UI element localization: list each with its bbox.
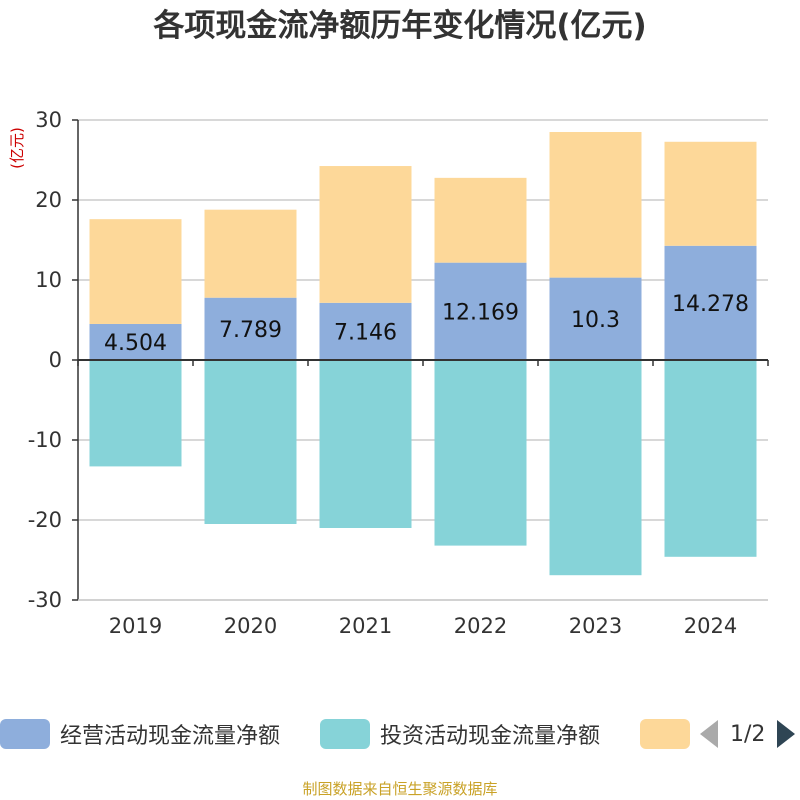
bar-3-2019 [89,219,182,324]
bar-2-2021 [319,360,412,528]
y-tick-label: -30 [28,588,62,612]
pager-prev-icon[interactable] [700,720,718,748]
legend-swatch-operating [0,719,50,749]
bar-value-label: 4.504 [104,331,167,356]
y-tick-label: 0 [49,348,62,372]
bars [89,132,757,576]
bar-value-label: 14.278 [672,292,749,317]
y-tick-label: 30 [35,108,62,132]
x-tick-label: 2020 [224,614,277,638]
legend-item-operating[interactable]: 经营活动现金流量净额 [0,712,280,756]
bar-1-2022 [434,262,527,360]
bar-1-2024 [664,245,757,360]
bar-1-2019 [89,323,182,360]
legend-page-indicator: 1/2 [730,721,766,747]
bar-3-2020 [204,209,297,298]
bar-1-2021 [319,302,412,360]
bar-value-label: 10.3 [571,308,620,333]
y-axis-unit-label: (亿元) [8,127,26,169]
legend-pager: 1/2 [700,712,800,756]
legend-item-investing[interactable]: 投资活动现金流量净额 [320,712,600,756]
bar-3-2022 [434,177,527,263]
bar-2-2022 [434,360,527,546]
y-tick-label: 10 [35,268,62,292]
x-tick-label: 2022 [454,614,507,638]
y-tick-label: 20 [35,188,62,212]
x-tick-label: 2024 [684,614,737,638]
bar-1-2023 [549,277,642,360]
bar-3-2023 [549,132,642,278]
bar-value-label: 12.169 [442,300,519,325]
bar-2-2019 [89,360,182,467]
bar-value-label: 7.789 [219,318,282,343]
y-tick-label: -20 [28,508,62,532]
legend-swatch-third [640,719,690,749]
bar-2-2020 [204,360,297,524]
source-note: 制图数据来自恒生聚源数据库 [302,780,498,798]
bar-2-2023 [549,360,642,576]
x-tick-label: 2021 [339,614,392,638]
pager-next-icon[interactable] [777,720,796,748]
bar-3-2024 [664,141,757,246]
axes [72,119,769,601]
chart-title: 各项现金流净额历年变化情况(亿元) [153,8,647,44]
legend: 经营活动现金流量净额 投资活动现金流量净额 1/2 [0,712,800,756]
bar-value-label: 7.146 [334,320,397,345]
x-tick-label: 2023 [569,614,622,638]
legend-label-investing: 投资活动现金流量净额 [380,724,601,749]
legend-item-third[interactable] [640,712,700,756]
x-tick-label: 2019 [109,614,162,638]
labels: 30 20 10 0 -10 -20 -30 4.504 2019 7.789 2020 7.146 2… [8,108,749,638]
legend-label-operating: 经营活动现金流量净额 [60,724,281,749]
bar-3-2021 [319,166,412,303]
bar-1-2020 [204,297,297,360]
y-tick-label: -10 [28,428,62,452]
legend-swatch-investing [320,719,370,749]
bar-2-2024 [664,360,757,557]
